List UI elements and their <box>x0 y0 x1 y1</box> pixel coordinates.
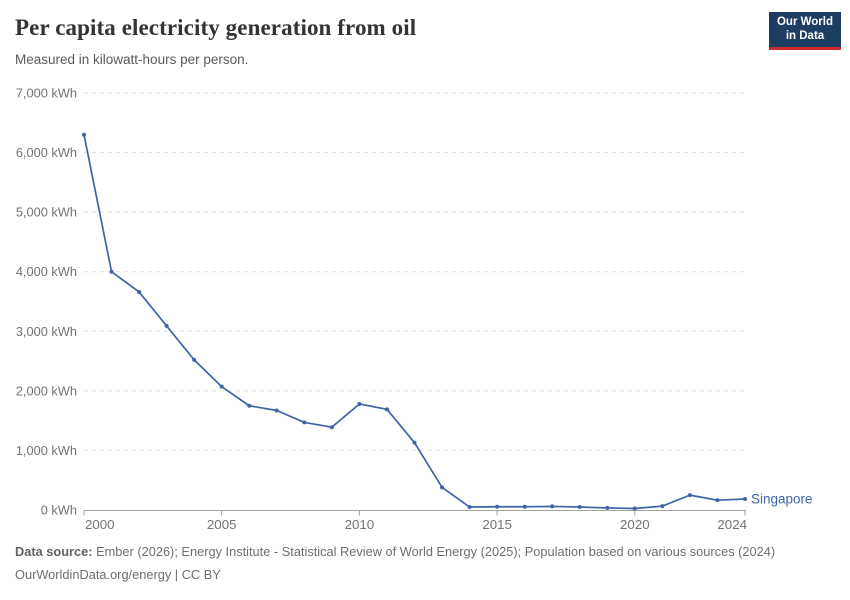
y-tick-label: 2,000 kWh <box>16 383 77 398</box>
data-point[interactable] <box>467 505 472 510</box>
x-tick-label: 2024 <box>717 517 747 532</box>
license-link[interactable]: CC BY <box>181 566 221 582</box>
data-source-text: Ember (2026); Energy Institute - Statist… <box>92 544 776 559</box>
data-point[interactable] <box>329 425 334 430</box>
y-tick-label: 1,000 kWh <box>16 443 77 458</box>
data-point[interactable] <box>577 505 582 510</box>
y-tick-label: 6,000 kWh <box>16 145 77 160</box>
data-point[interactable] <box>632 506 637 511</box>
x-tick-label: 2020 <box>620 517 650 532</box>
y-tick-label: 7,000 kWh <box>16 86 77 101</box>
data-point[interactable] <box>440 485 445 490</box>
y-tick-label: 3,000 kWh <box>16 324 77 339</box>
data-point[interactable] <box>192 357 197 362</box>
data-point[interactable] <box>495 504 500 509</box>
data-point[interactable] <box>357 401 362 406</box>
data-point[interactable] <box>274 408 279 413</box>
page-title: Per capita electricity generation from o… <box>15 15 417 40</box>
owid-logo[interactable]: Our World in Data <box>769 12 841 50</box>
data-point[interactable] <box>137 289 142 294</box>
data-point[interactable] <box>109 269 114 274</box>
x-tick-label: 2000 <box>85 517 115 532</box>
data-point[interactable] <box>302 420 307 425</box>
x-tick-label: 2005 <box>207 517 237 532</box>
data-source-line: Data source: Ember (2026); Energy Instit… <box>15 541 835 564</box>
license-separator: | <box>171 566 182 582</box>
data-point[interactable] <box>219 384 224 389</box>
owid-url-link[interactable]: OurWorldinData.org/energy <box>15 566 172 582</box>
data-point[interactable] <box>412 440 417 445</box>
y-tick-label: 4,000 kWh <box>16 264 77 279</box>
data-point[interactable] <box>687 493 692 498</box>
owid-logo-line2: in Data <box>785 29 825 42</box>
data-point[interactable] <box>660 504 665 509</box>
y-tick-label: 0 kWh <box>41 503 77 518</box>
data-point[interactable] <box>164 323 169 328</box>
data-point[interactable] <box>82 132 86 137</box>
data-point[interactable] <box>605 505 610 510</box>
data-point[interactable] <box>522 504 527 509</box>
x-tick-label: 2010 <box>345 517 375 532</box>
data-point[interactable] <box>247 403 252 408</box>
chart-subtitle: Measured in kilowatt-hours per person. <box>15 52 249 67</box>
data-point[interactable] <box>743 496 747 501</box>
data-line <box>83 134 746 510</box>
license-line: OurWorldinData.org/energy | CC BY <box>15 564 835 587</box>
x-tick-label: 2015 <box>482 517 512 532</box>
owid-logo-line1: Our World <box>776 16 833 28</box>
y-tick-label: 5,000 kWh <box>16 205 77 220</box>
data-point[interactable] <box>550 504 555 509</box>
chart-footer: Data source: Ember (2026); Energy Instit… <box>15 541 835 587</box>
data-point[interactable] <box>715 498 720 503</box>
series-label[interactable]: Singapore <box>751 491 813 506</box>
data-point[interactable] <box>384 407 389 412</box>
data-source-label: Data source: <box>15 544 93 559</box>
